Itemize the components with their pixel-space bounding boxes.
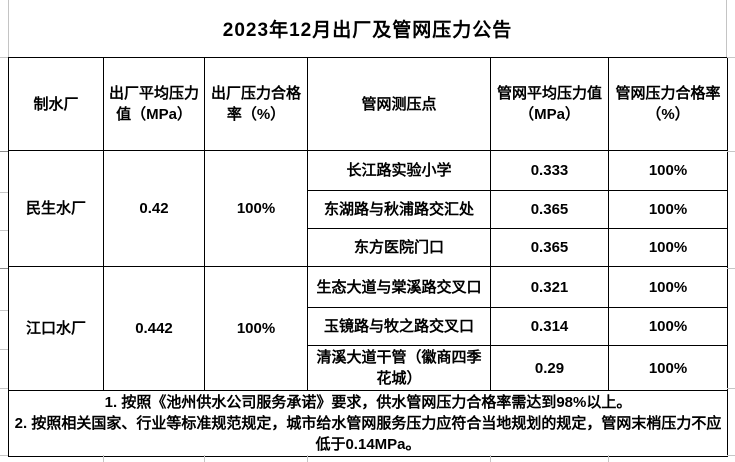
page-title: 2023年12月出厂及管网压力公告 [8,0,727,57]
network-avg-pressure-cell: 0.314 [490,307,609,346]
notes-row: 1. 按照《池州供水公司服务承诺》要求，供水管网压力合格率需达到98%以上。 2… [8,390,728,457]
network-point-cell: 长江路实验小学 [307,150,491,191]
sheet-gridline-stub [0,388,8,389]
network-pass-rate-cell: 100% [608,307,728,346]
network-pass-rate-cell: 100% [608,228,728,267]
sheet-gridline-stub [0,310,8,311]
network-point-cell: 东方医院门口 [307,228,491,267]
table-row: 江口水厂 0.442 100% 生态大道与棠溪路交叉口 0.321 100% [8,266,728,391]
col-header-plant-avg-pressure: 出厂平均压力值（MPa） [103,57,205,151]
network-avg-pressure-cell: 0.29 [490,345,609,391]
plant-avg-pressure-cell: 0.442 [103,266,205,391]
sheet-gridline-stub [0,57,8,58]
sheet-gridline-stub [727,57,735,58]
col-header-network-point: 管网测压点 [307,57,491,151]
header-row: 制水厂 出厂平均压力值（MPa） 出厂压力合格率（%） 管网测压点 管网平均压力… [8,57,728,151]
plant-name-cell: 民生水厂 [8,150,104,267]
network-point-cell: 东湖路与秋浦路交汇处 [307,190,491,229]
plant-avg-pressure-cell: 0.42 [103,150,205,267]
sheet-gridline-stub [0,349,8,350]
network-pass-rate-cell: 100% [608,190,728,229]
sheet-gridline-stub [0,230,8,231]
table-row: 东湖路与秋浦路交汇处 0.365 100% [9,190,728,229]
note-line: 1. 按照《池州供水公司服务承诺》要求，供水管网压力合格率需达到98%以上。 [104,394,632,411]
network-avg-pressure-cell: 0.365 [490,190,609,229]
sheet-gridline-stub [0,268,8,269]
network-pass-rate-cell: 100% [608,345,728,391]
table-row: 东方医院门口 0.365 100% [9,228,728,267]
sheet-gridline-stub [490,455,491,462]
sheet-gridline-stub [0,192,8,193]
network-avg-pressure-cell: 0.365 [490,228,609,267]
sheet-gridline-stub [727,268,735,269]
notes-cell: 1. 按照《池州供水公司服务承诺》要求，供水管网压力合格率需达到98%以上。 2… [8,390,728,457]
sheet-gridline-stub [103,455,104,462]
sheet-gridline-stub [204,455,205,462]
network-avg-pressure-cell: 0.333 [490,150,609,191]
col-header-network-pass-rate: 管网压力合格率（%） [608,57,728,151]
pressure-table: 制水厂 出厂平均压力值（MPa） 出厂压力合格率（%） 管网测压点 管网平均压力… [8,57,728,457]
note-line: 2. 按照相关国家、行业等标准规范规定，城市给水管网服务压力应符合当地规划的规定… [14,415,722,453]
sheet-gridline-stub [727,455,735,456]
sheet-gridline-stub [307,455,308,462]
network-pass-rate-cell: 100% [608,266,728,308]
table-row: 民生水厂 0.42 100% 长江路实验小学 0.333 100% [8,150,728,267]
sheet-gridline-stub [0,455,8,456]
network-point-cell: 清溪大道干管（徽商四季花城） [307,345,491,391]
network-point-cell: 玉镜路与牧之路交叉口 [307,307,491,346]
sheet-gridline-stub [0,151,8,152]
network-pass-rate-cell: 100% [608,150,728,191]
col-header-network-avg-pressure: 管网平均压力值（MPa） [490,57,609,151]
network-point-cell: 生态大道与棠溪路交叉口 [307,266,491,308]
plant-pass-rate-cell: 100% [204,266,308,391]
table-row: 玉镜路与牧之路交叉口 0.314 100% [9,307,728,346]
network-avg-pressure-cell: 0.321 [490,266,609,308]
plant-pass-rate-cell: 100% [204,150,308,267]
table-row: 清溪大道干管（徽商四季花城） 0.29 100% [9,345,728,391]
sheet-gridline-stub [608,455,609,462]
plant-name-cell: 江口水厂 [8,266,104,391]
sheet-gridline-stub [727,388,735,389]
sheet-gridline-stub [727,151,735,152]
col-header-plant: 制水厂 [8,57,104,151]
col-header-plant-pass-rate: 出厂压力合格率（%） [204,57,308,151]
